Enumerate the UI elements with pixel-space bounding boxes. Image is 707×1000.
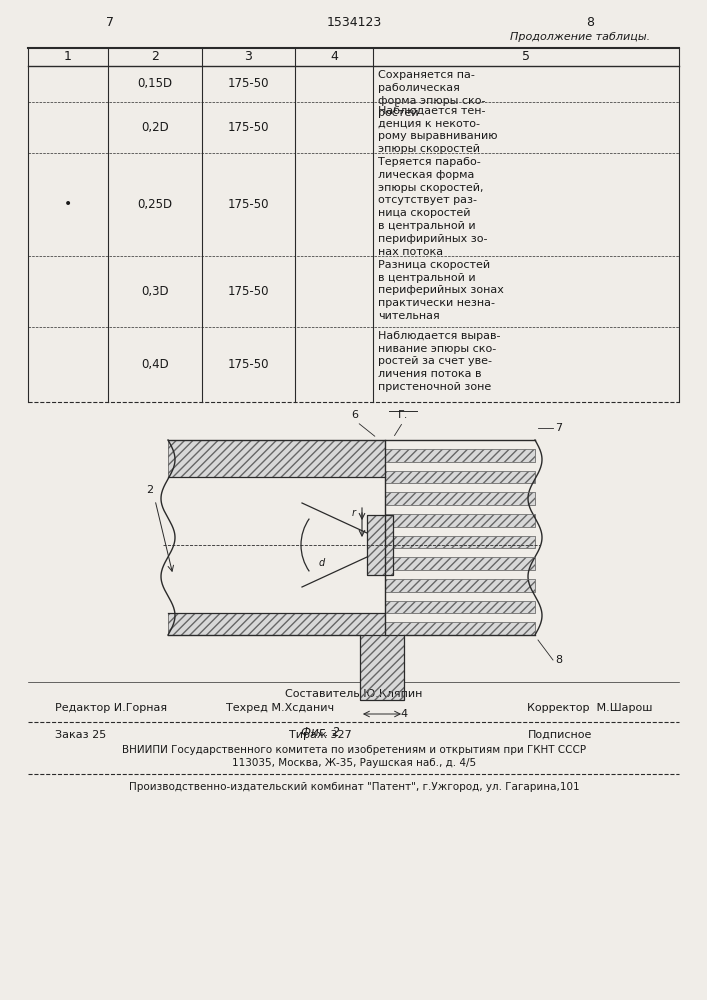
Text: Теряется парабо-
лическая форма
эпюры скоростей,
отсутствует раз-
ница скоростей: Теряется парабо- лическая форма эпюры ск… (378, 157, 488, 257)
Text: d: d (319, 558, 325, 568)
Bar (385, 601, 535, 613)
Text: Техред М.Хсданич: Техред М.Хсданич (226, 703, 334, 713)
Text: Наблюдается тен-
денция к некото-
рому выравниванию
эпюры скоростей: Наблюдается тен- денция к некото- рому в… (378, 106, 498, 154)
Text: 3: 3 (245, 50, 252, 64)
Text: Наблюдается вырав-
нивание эпюры ско-
ростей за счет уве-
личения потока в
прист: Наблюдается вырав- нивание эпюры ско- ро… (378, 331, 501, 392)
Text: 0,25D: 0,25D (137, 198, 173, 211)
Bar (385, 536, 535, 548)
Text: 113035, Москва, Ж-35, Раушская наб., д. 4/5: 113035, Москва, Ж-35, Раушская наб., д. … (232, 758, 476, 768)
Text: 8: 8 (586, 16, 594, 29)
Bar (168, 613, 385, 635)
Bar (385, 557, 535, 570)
Bar (385, 514, 535, 527)
Text: Г.: Г. (398, 410, 408, 420)
Text: 4: 4 (400, 709, 407, 719)
Text: 0,2D: 0,2D (141, 121, 169, 134)
Text: Продолжение таблицы.: Продолжение таблицы. (510, 32, 650, 42)
Bar (385, 557, 535, 570)
Bar (385, 514, 535, 527)
Text: Корректор  М.Шарош: Корректор М.Шарош (527, 703, 653, 713)
Text: 0,15D: 0,15D (137, 77, 173, 90)
Text: 2: 2 (146, 485, 153, 495)
Text: 175-50: 175-50 (228, 121, 269, 134)
Bar (385, 536, 535, 548)
Text: 7: 7 (106, 16, 114, 29)
Text: Редактор И.Горная: Редактор И.Горная (55, 703, 167, 713)
Bar (385, 622, 535, 635)
Text: 175-50: 175-50 (228, 77, 269, 90)
Text: 5: 5 (522, 50, 530, 64)
Text: 175-50: 175-50 (228, 358, 269, 371)
Bar (385, 492, 535, 505)
Bar (385, 492, 535, 505)
Text: 4: 4 (330, 50, 338, 64)
Bar (385, 449, 535, 462)
Text: •: • (64, 197, 72, 211)
Text: Составитель Ю.Кляпин: Составитель Ю.Кляпин (286, 689, 423, 699)
Bar (367, 515, 393, 575)
Bar (168, 613, 385, 635)
Bar (360, 635, 404, 700)
Text: Тираж 327: Тираж 327 (288, 730, 351, 740)
Bar (385, 471, 535, 483)
Bar (385, 579, 535, 592)
Text: 0,4D: 0,4D (141, 358, 169, 371)
Text: Разница скоростей
в центральной и
периферийных зонах
практически незна-
чительна: Разница скоростей в центральной и перифе… (378, 260, 504, 321)
Text: ВНИИПИ Государственного комитета по изобретениям и открытиям при ГКНТ СССР: ВНИИПИ Государственного комитета по изоб… (122, 745, 586, 755)
Text: 8: 8 (555, 655, 562, 665)
Text: 1: 1 (64, 50, 72, 64)
Text: 0,3D: 0,3D (141, 285, 169, 298)
Text: Производственно-издательский комбинат "Патент", г.Ужгород, ул. Гагарина,101: Производственно-издательский комбинат "П… (129, 782, 579, 792)
Bar (385, 601, 535, 613)
Bar (168, 440, 385, 477)
Bar (385, 449, 535, 462)
Text: 2: 2 (151, 50, 159, 64)
Text: Заказ 25: Заказ 25 (55, 730, 106, 740)
Bar (367, 515, 393, 575)
Bar (385, 471, 535, 483)
Bar (360, 635, 404, 700)
Text: r: r (352, 508, 356, 518)
Text: 6: 6 (351, 410, 358, 420)
Text: 7: 7 (555, 423, 562, 433)
Bar (168, 440, 385, 477)
Text: Подписное: Подписное (528, 730, 592, 740)
Bar (385, 622, 535, 635)
Text: Сохраняется па-
раболическая
форма эпюры ско-
ростей: Сохраняется па- раболическая форма эпюры… (378, 70, 486, 118)
Bar (385, 579, 535, 592)
Bar (367, 515, 393, 575)
Bar (360, 635, 404, 700)
Text: 175-50: 175-50 (228, 198, 269, 211)
Text: Фиг. 2: Фиг. 2 (300, 726, 339, 738)
Text: 1534123: 1534123 (327, 16, 382, 29)
Text: 175-50: 175-50 (228, 285, 269, 298)
